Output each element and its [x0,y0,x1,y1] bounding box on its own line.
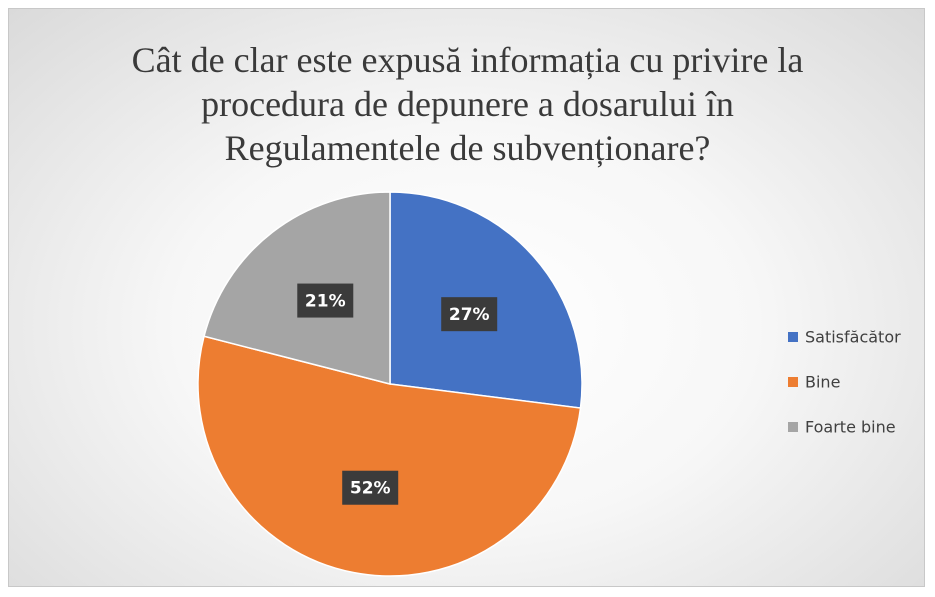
data-label-box [342,470,399,505]
data-label: 21% [305,292,346,312]
legend-label: Foarte bine [805,418,896,437]
legend-swatch [788,332,798,342]
data-label: 52% [350,479,391,499]
legend-label: Bine [805,373,840,392]
legend-swatch [788,377,798,387]
data-label-box [297,283,354,318]
legend-label: Satisfăcător [805,328,901,347]
legend-swatch [788,422,798,432]
chart-title: Cât de clar este expusă informația cu pr… [131,40,804,168]
pie-slice [203,191,391,385]
data-label: 27% [449,305,490,325]
data-label-box [441,297,498,332]
pie-slice [197,335,582,577]
